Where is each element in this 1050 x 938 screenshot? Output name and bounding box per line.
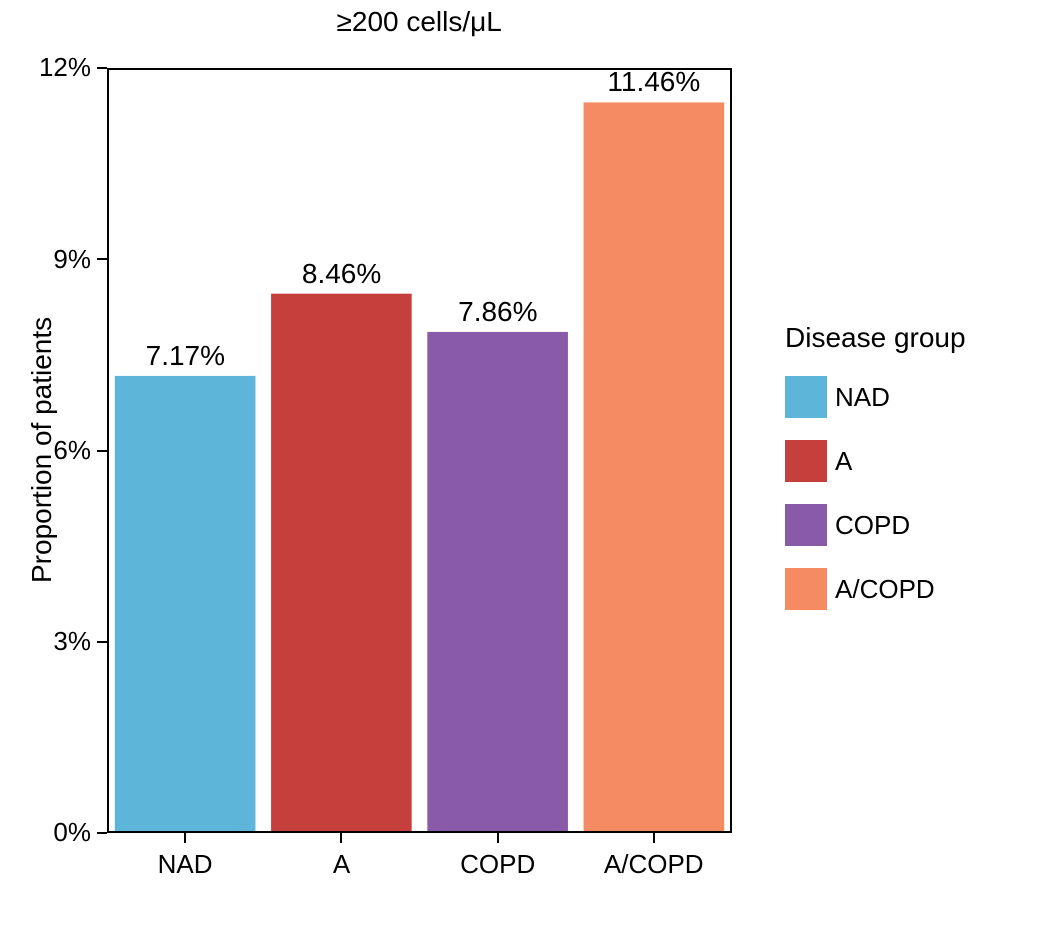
bar-a xyxy=(271,294,412,833)
x-tick-label: NAD xyxy=(158,849,213,880)
legend-swatch xyxy=(785,568,827,610)
legend-label: A xyxy=(835,446,852,477)
y-tick-label: 12% xyxy=(39,52,91,83)
y-tick-mark xyxy=(97,641,107,643)
x-tick-label: A xyxy=(333,849,350,880)
legend-swatch xyxy=(785,376,827,418)
bar-value-label: 11.46% xyxy=(607,66,700,98)
x-tick-label: COPD xyxy=(460,849,535,880)
bar-a-copd xyxy=(584,102,725,833)
legend-item: A xyxy=(785,440,852,482)
y-tick-mark xyxy=(97,67,107,69)
bar-value-label: 8.46% xyxy=(302,258,381,290)
legend-item: NAD xyxy=(785,376,890,418)
x-tick-mark xyxy=(653,833,655,843)
chart-title: ≥200 cells/μL xyxy=(337,6,502,38)
legend-title: Disease group xyxy=(785,322,966,354)
y-tick-label: 6% xyxy=(53,435,91,466)
x-tick-mark xyxy=(184,833,186,843)
legend-label: NAD xyxy=(835,382,890,413)
legend-label: COPD xyxy=(835,510,910,541)
legend-swatch xyxy=(785,440,827,482)
plot-panel xyxy=(107,68,732,833)
y-tick-mark xyxy=(97,450,107,452)
bar-value-label: 7.86% xyxy=(458,296,537,328)
legend-swatch xyxy=(785,504,827,546)
bar-nad xyxy=(115,376,256,833)
y-tick-label: 3% xyxy=(53,626,91,657)
x-tick-mark xyxy=(340,833,342,843)
legend-item: COPD xyxy=(785,504,910,546)
x-tick-mark xyxy=(497,833,499,843)
y-tick-mark xyxy=(97,832,107,834)
legend-item: A/COPD xyxy=(785,568,935,610)
y-axis-label: Proportion of patients xyxy=(26,317,58,583)
bar-value-label: 7.17% xyxy=(146,340,225,372)
legend-label: A/COPD xyxy=(835,574,935,605)
bar-copd xyxy=(427,332,568,833)
y-tick-label: 0% xyxy=(53,817,91,848)
y-tick-mark xyxy=(97,258,107,260)
x-tick-label: A/COPD xyxy=(604,849,704,880)
chart-stage: 0% 3% 6% 9% 12% NAD A COPD A/COPD 7.17% 8.46% 7.86%… xyxy=(0,0,1050,938)
y-tick-label: 9% xyxy=(53,244,91,275)
